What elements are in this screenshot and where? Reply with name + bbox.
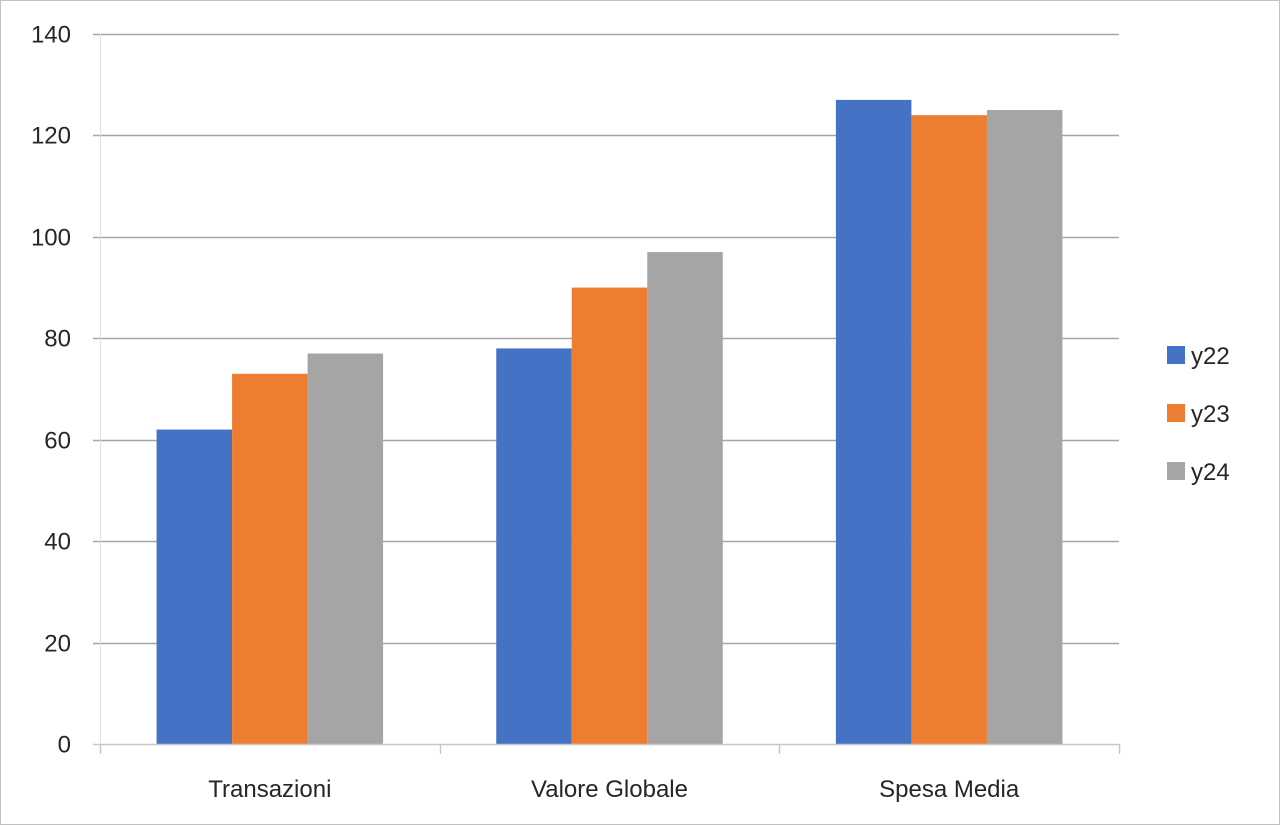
legend-label-y23: y23 (1191, 401, 1230, 428)
bar-y23 (232, 373, 308, 744)
legend-label-y24: y24 (1191, 459, 1230, 486)
bar-y24 (307, 353, 384, 744)
y-tick-label: 0 (58, 732, 71, 759)
bars (156, 99, 1063, 745)
y-tick-label: 80 (44, 326, 71, 353)
legend-swatch-y22 (1167, 346, 1185, 364)
y-tick-label: 20 (44, 631, 71, 658)
y-tick-label: 100 (31, 225, 71, 252)
x-tick-label: Spesa Media (879, 776, 1020, 803)
y-tick-label: 120 (31, 123, 71, 150)
legend-swatch-y24 (1167, 462, 1185, 480)
y-tick-label: 140 (31, 22, 71, 49)
bar-y23 (911, 115, 987, 744)
bar-y24 (986, 110, 1063, 745)
legend: y22 y23 y24 (1167, 343, 1230, 486)
x-tick-label: Valore Globale (531, 776, 688, 803)
axes: 0 20 40 60 80 100 120 140 Transazioni Valore Glob… (31, 22, 1121, 803)
y-tick-label: 40 (44, 529, 71, 556)
legend-label-y22: y22 (1191, 343, 1230, 370)
bar-y22 (835, 99, 912, 744)
bar-y22 (156, 429, 233, 744)
bar-y23 (571, 287, 648, 744)
legend-swatch-y23 (1167, 404, 1185, 422)
y-tick-label: 60 (44, 428, 71, 455)
bar-y22 (496, 348, 572, 744)
x-tick-label: Transazioni (208, 776, 331, 803)
bar-y24 (647, 252, 723, 745)
